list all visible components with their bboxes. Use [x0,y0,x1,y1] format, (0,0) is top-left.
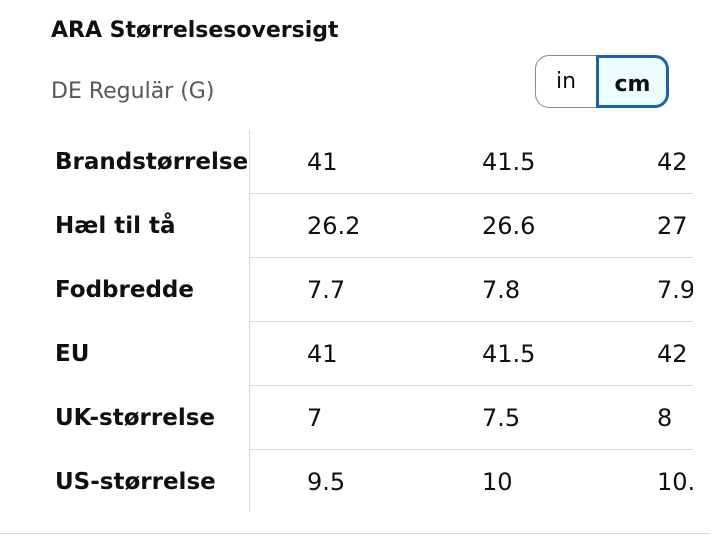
divider [249,130,250,512]
cell: 7.9 [657,276,693,304]
cell: 41.5 [482,340,536,368]
row-separator [250,193,693,194]
row-separator [250,385,693,386]
unit-toggle: in cm [535,55,669,108]
row-label: Fodbredde [55,277,194,303]
cell: 7.8 [482,276,521,304]
title: ARA Størrelsesoversigt [51,18,339,43]
cell: 41 [307,340,338,368]
cell: 27 [657,212,688,240]
unit-option[interactable]: cm [596,55,669,108]
cell: 7 [307,404,323,432]
cell: 41 [307,148,338,176]
cell: 41.5 [482,148,536,176]
cell: 9.5 [307,468,346,496]
row-separator [250,321,693,322]
values-area: 41 41.5 42 26.2 26.6 27 7.7 7.8 7.9 41 41.5 42 7 7.5 8… [250,130,693,514]
cell: 10 [482,468,513,496]
row-separator [250,257,693,258]
cell: 42 [657,148,688,176]
cell: 26.6 [482,212,536,240]
cell: 10.5 [657,468,693,496]
cell: 8 [657,404,673,432]
row-label: Hæl til tå [55,213,176,239]
row-label: UK-størrelse [55,405,215,431]
unit-option[interactable]: in [555,69,577,94]
cell: 7.7 [307,276,346,304]
row-label: EU [55,341,90,367]
cell: 42 [657,340,688,368]
cell: 7.5 [482,404,521,432]
cell: 26.2 [307,212,361,240]
row-separator [250,449,693,450]
bottom-rule [0,533,710,534]
row-label: Brandstørrelse [55,149,249,175]
subtitle: DE Regulär (G) [51,79,215,104]
row-label: US-størrelse [55,469,216,495]
